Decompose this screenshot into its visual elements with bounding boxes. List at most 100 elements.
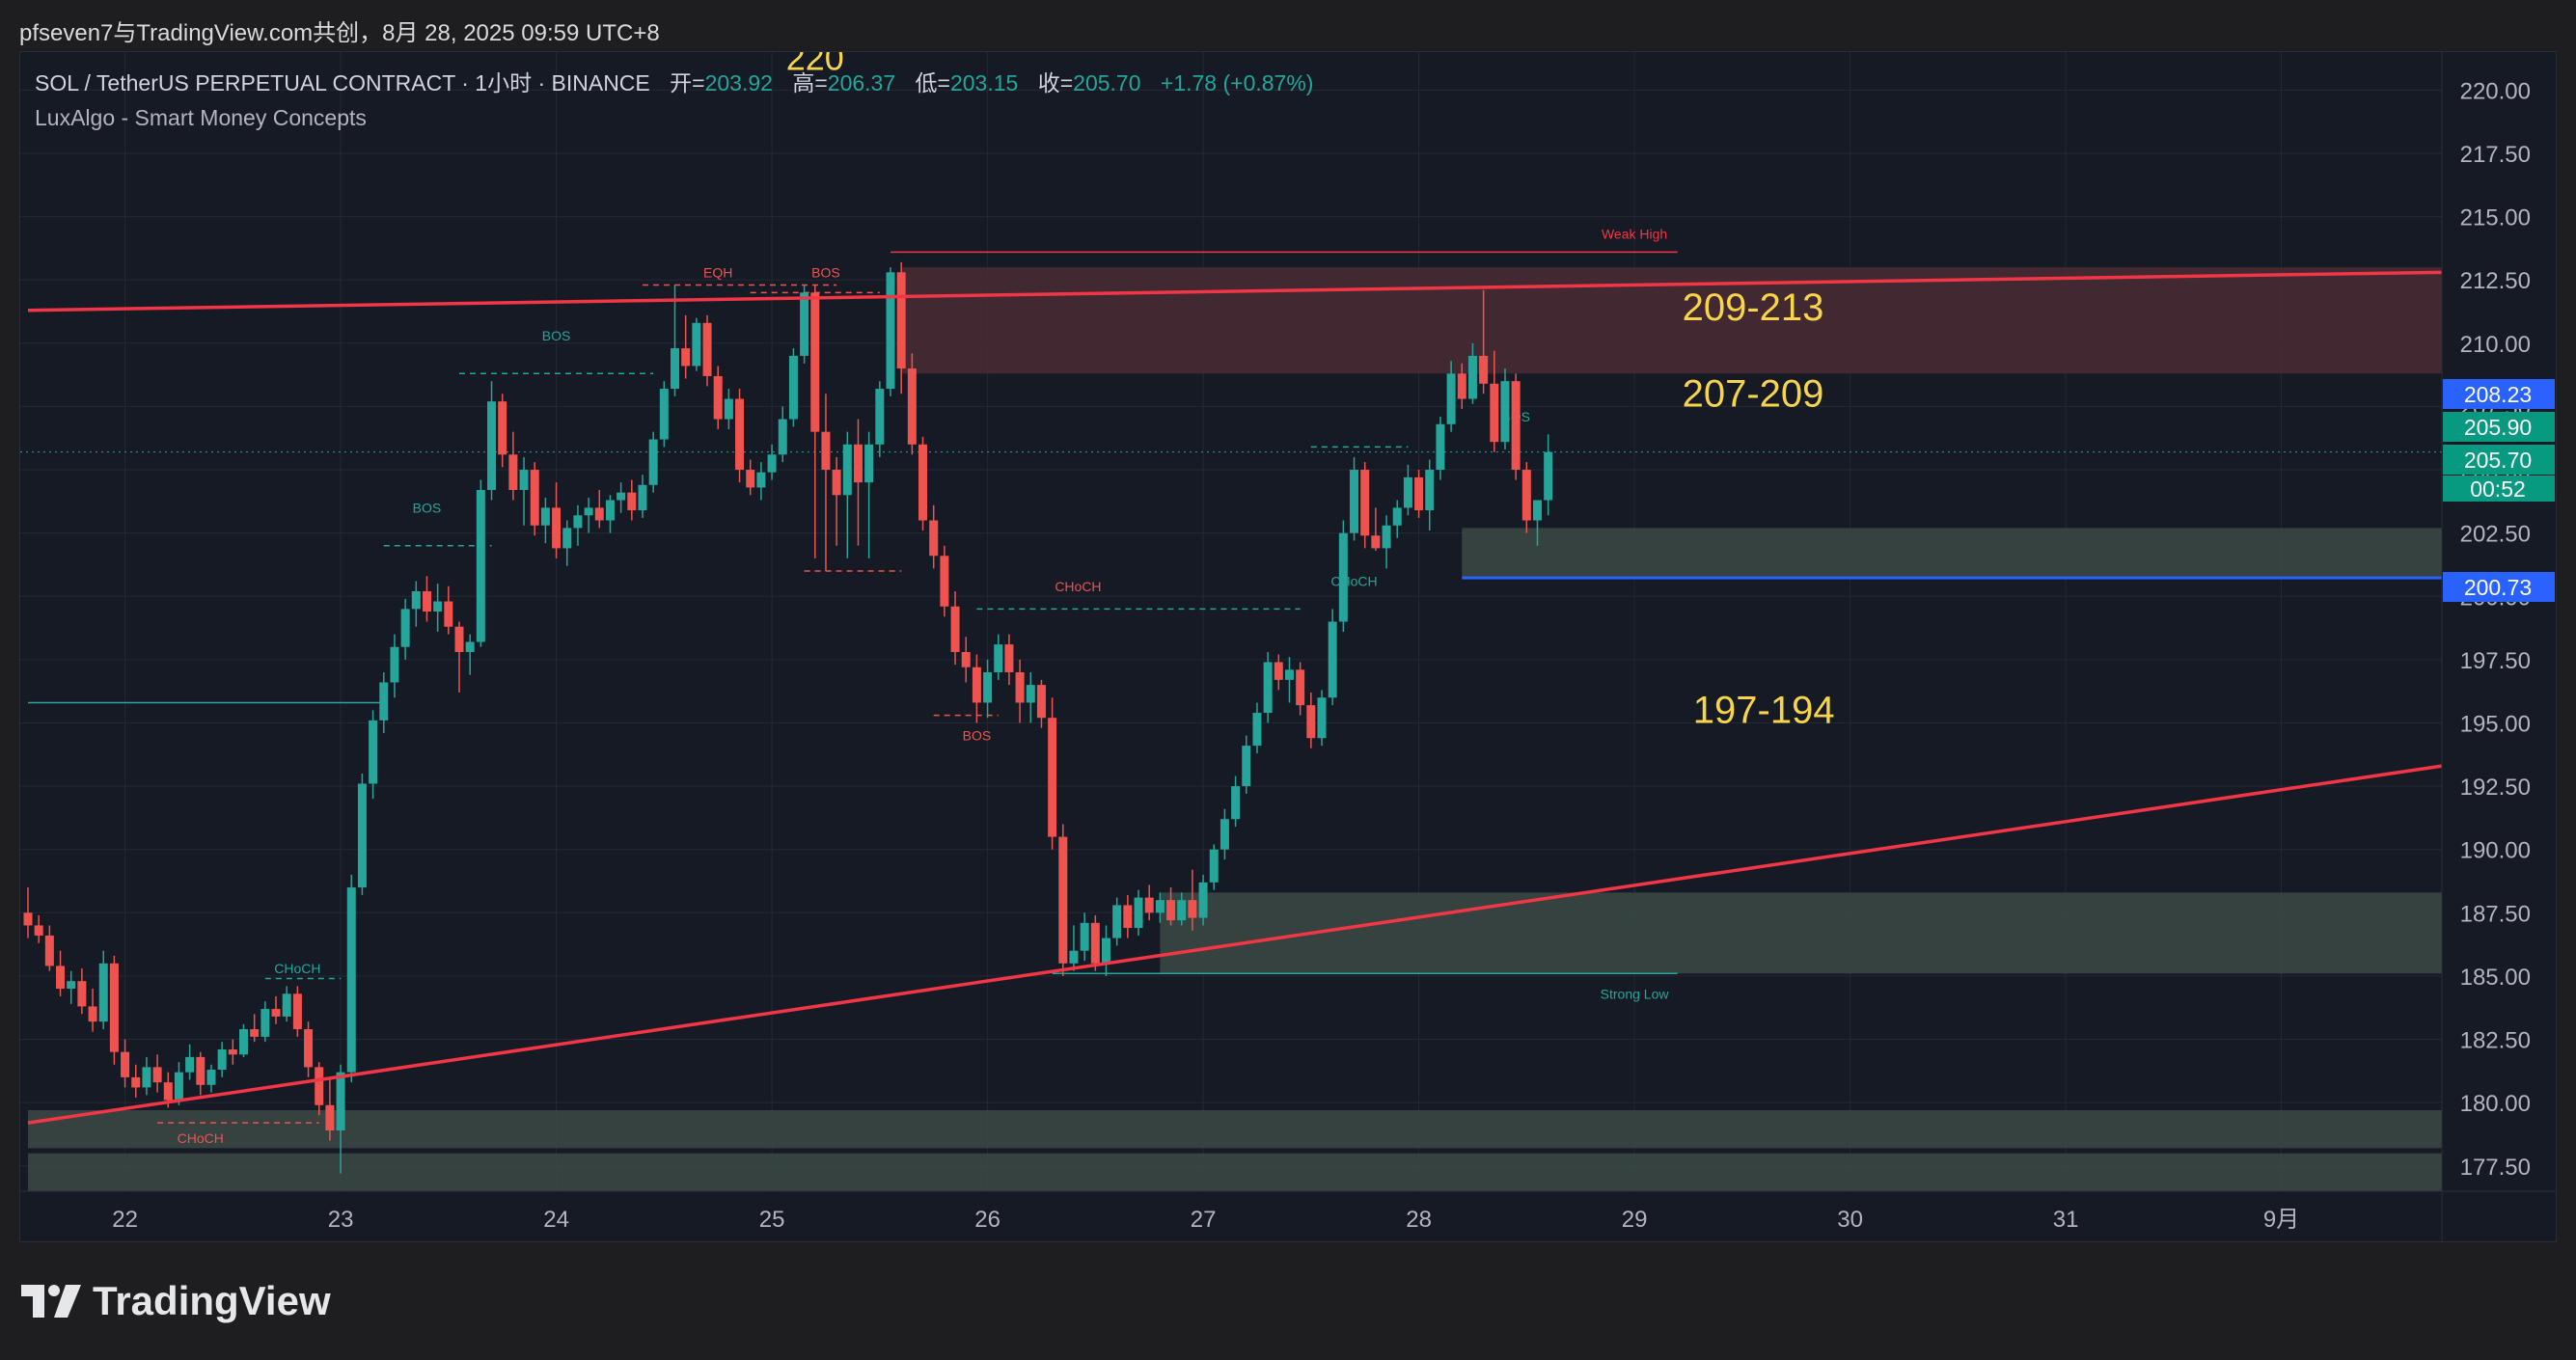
candle [411, 581, 421, 627]
candle-body [357, 783, 367, 888]
candle [1252, 702, 1262, 753]
candle-body [1306, 705, 1316, 739]
candle [842, 431, 852, 558]
candle-body [896, 272, 906, 369]
candle [239, 1023, 248, 1057]
candle-body [23, 912, 33, 926]
candle-body [1058, 836, 1068, 964]
candle [605, 495, 615, 533]
price-badge-label: 205.90 [2464, 415, 2532, 440]
candle [961, 637, 971, 683]
price-chart[interactable]: Weak High Strong Low EQH BOS BOS BOS CHoCH CHoC… [20, 52, 2556, 1241]
candle [627, 479, 637, 521]
candle [1263, 651, 1273, 723]
candle [433, 584, 443, 632]
x-tick-label: 26 [974, 1207, 1000, 1233]
candle-body [292, 993, 302, 1030]
candle-body [260, 1009, 270, 1037]
x-tick-label: 30 [1837, 1207, 1863, 1233]
candle-body [1069, 950, 1079, 964]
open-value: 203.92 [704, 70, 773, 95]
candle [519, 456, 529, 526]
trendline [27, 270, 2443, 313]
chart-snapshot-title: pfseven7与TradingView.com共创，8月 28, 2025 0… [19, 20, 660, 46]
candle-body [131, 1076, 141, 1088]
candle [228, 1039, 237, 1065]
chart-pane[interactable]: Weak High Strong Low EQH BOS BOS BOS CHoCH CHoC… [19, 51, 2557, 1242]
candle-body [519, 470, 529, 491]
y-tick-label: 190.00 [2460, 838, 2531, 864]
chart-legend: SOL / TetherUS PERPETUAL CONTRACT · 1小时 … [35, 68, 1313, 137]
candle [832, 456, 841, 546]
candle [1155, 892, 1165, 923]
candle-body [217, 1049, 227, 1071]
x-tick-label: 23 [328, 1207, 354, 1233]
candle-body [98, 963, 108, 1022]
candle [940, 545, 949, 617]
candle [886, 267, 895, 396]
symbol-ohlc-row[interactable]: SOL / TetherUS PERPETUAL CONTRACT · 1小时 … [35, 68, 1313, 102]
candle-body [562, 528, 572, 549]
tradingview-logo[interactable]: TradingView [21, 1278, 331, 1323]
candle [1490, 350, 1499, 452]
candle [1219, 808, 1229, 860]
candle [1144, 884, 1154, 921]
candle-body [972, 666, 981, 703]
candle [617, 482, 626, 513]
candle [508, 431, 518, 501]
candle [1296, 662, 1305, 716]
candle [1284, 657, 1294, 703]
candle-body [1090, 922, 1100, 964]
candle [1479, 289, 1489, 394]
candle [724, 389, 733, 430]
candle-body [1436, 423, 1445, 471]
indicator-row[interactable]: LuxAlgo - Smart Money Concepts [35, 102, 1313, 137]
candle-body [315, 1067, 324, 1105]
candle-body [1036, 685, 1046, 719]
candle [34, 914, 43, 943]
candle-body [1403, 476, 1412, 508]
candle [638, 475, 647, 518]
candle-body [940, 556, 949, 607]
demand-zone [1160, 892, 2442, 974]
candle-body [1123, 905, 1133, 929]
candle [217, 1042, 227, 1077]
x-tick-label: 24 [543, 1207, 569, 1233]
candle-body [508, 454, 518, 491]
candle [821, 394, 831, 572]
price-annotation: 207-209 [1683, 372, 1824, 415]
price-badge [2443, 412, 2555, 442]
structure-label: EQH [703, 264, 732, 280]
price-badge-label: 208.23 [2464, 382, 2532, 407]
candle-body [1102, 938, 1110, 964]
y-tick-label: 185.00 [2460, 965, 2531, 991]
low-label: 低= [915, 70, 950, 95]
candle [1350, 456, 1359, 541]
candle [788, 348, 798, 427]
candle [746, 459, 755, 496]
y-tick-label: 177.50 [2460, 1155, 2531, 1181]
structure-label: BOS [963, 728, 992, 744]
candle [1467, 342, 1477, 404]
y-tick-label: 217.50 [2460, 142, 2531, 168]
candle-body [767, 454, 777, 473]
candle [56, 950, 66, 996]
candle [1425, 459, 1435, 531]
candle [336, 1064, 345, 1174]
candle-body [540, 507, 550, 526]
candle-body [250, 1029, 260, 1037]
candle [400, 598, 410, 660]
candle [346, 874, 356, 1083]
candle [1500, 368, 1510, 450]
candle-body [627, 492, 637, 511]
candle-body [1490, 383, 1499, 443]
candle-body [1219, 819, 1229, 850]
candle [1090, 914, 1100, 971]
price-badge-label: 200.73 [2464, 575, 2532, 600]
high-label: 高= [792, 70, 828, 95]
x-tick-label: 25 [759, 1207, 785, 1233]
candle-body [1500, 381, 1510, 443]
candle-body [713, 375, 723, 420]
price-badge-label: 205.70 [2464, 448, 2532, 473]
candle-body [1015, 671, 1025, 703]
